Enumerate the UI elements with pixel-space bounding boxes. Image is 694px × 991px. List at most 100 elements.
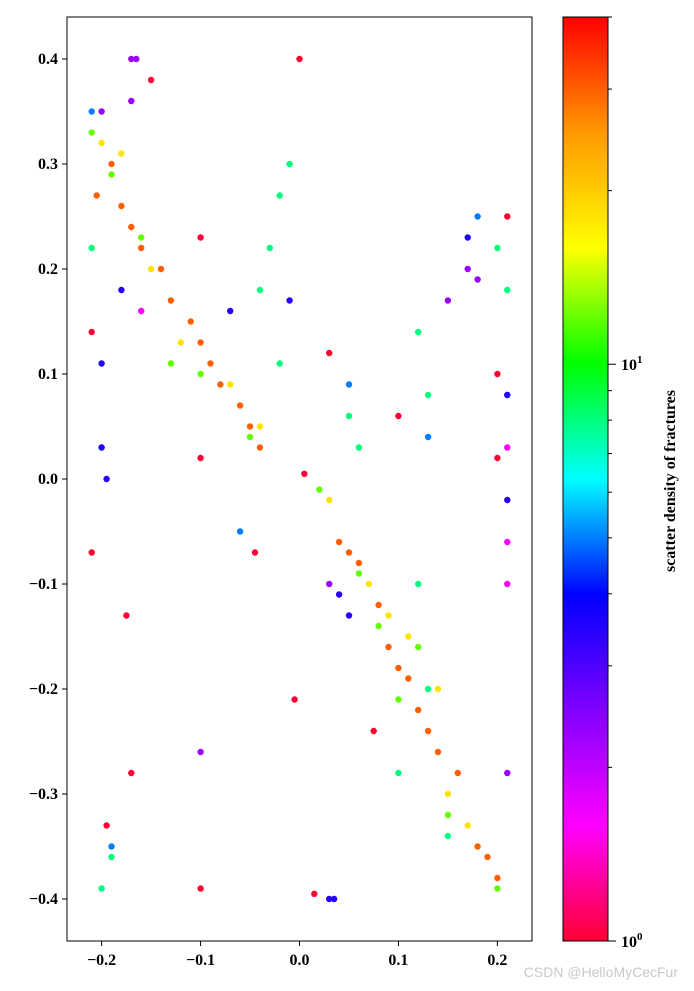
scatter-point [108,160,115,168]
scatter-point [504,496,511,504]
scatter-point [133,55,140,63]
scatter-point [395,696,402,703]
scatter-point [370,727,377,735]
scatter-point [494,874,501,882]
scatter-point [147,76,155,84]
scatter-point [217,381,224,388]
scatter-point [197,748,204,756]
scatter-point [474,276,481,283]
scatter-point [291,696,298,703]
scatter-point [88,549,95,556]
scatter-point [118,150,125,157]
scatter-point [395,769,402,777]
scatter-point [415,328,422,336]
scatter-point [286,297,293,304]
scatter-point [276,192,283,199]
scatter-point [118,286,125,294]
scatter-point [147,265,155,273]
scatter-point [88,108,95,115]
scatter-point [326,580,333,588]
y-tick-label: −0.2 [29,681,58,698]
scatter-point [424,727,432,735]
scatter-point [227,307,234,315]
y-tick-label: 0.0 [38,471,58,488]
scatter-point [311,890,318,897]
scatter-point [256,444,264,451]
scatter-point [167,297,175,304]
y-tick-label: −0.4 [29,891,58,908]
scatter-point [415,643,422,651]
plot-area [67,17,532,941]
scatter-point [98,139,105,147]
scatter-point [197,370,204,378]
y-tick-label: 0.3 [38,156,58,173]
scatter-point [88,129,95,136]
colorbar-bar [562,16,609,942]
scatter-point [197,454,204,462]
scatter-point [444,790,452,798]
scatter-point [301,470,308,477]
scatter-point [118,202,125,210]
y-tick-label: −0.3 [29,786,58,803]
scatter-point [227,381,234,388]
scatter-point [474,843,481,850]
scatter-point [207,360,214,367]
scatter-point [177,339,184,346]
scatter-point [197,339,204,346]
scatter-point [128,223,135,231]
scatter-point [504,213,511,220]
colorbar: 100 101 scatter density of fractures [562,16,679,951]
x-tick-label: 0.1 [388,952,408,969]
scatter-point [385,612,392,619]
x-tick-label: 0.0 [290,952,310,969]
colorbar-tick-label: 100 [621,931,643,951]
scatter-point [103,475,110,483]
scatter-point [464,822,471,829]
scatter-point [256,286,264,294]
scatter-point [128,55,135,63]
scatter-point [454,769,461,777]
scatter-point [345,412,353,420]
scatter-point [123,612,130,619]
y-tick-label: 0.1 [38,366,58,383]
scatter-point [236,528,244,535]
scatter-point [276,360,283,367]
scatter-point [395,412,402,420]
colorbar-label: scatter density of fractures [662,390,679,572]
y-tick-label: −0.1 [29,576,58,593]
scatter-points [88,55,511,903]
scatter-point [415,706,422,714]
scatter-point [98,108,105,115]
scatter-point [355,570,363,577]
scatter-point [335,591,343,598]
colorbar-ticks: 100 101 [608,16,643,951]
x-tick-label: −0.1 [186,952,215,969]
scatter-point [395,664,402,672]
scatter-point [434,748,442,756]
scatter-point [138,244,145,252]
scatter-point [335,538,343,546]
scatter-point [345,612,353,619]
scatter-point [138,234,145,241]
x-tick-label: −0.2 [87,952,116,969]
scatter-point [444,297,452,304]
scatter-point [405,675,412,682]
y-tick-label: 0.4 [38,51,58,68]
scatter-point [424,433,432,441]
scatter-point [296,55,303,63]
scatter-point [464,234,471,241]
scatter-point [286,160,293,168]
scatter-point [246,433,254,441]
scatter-point [444,832,452,840]
scatter-point [157,265,165,273]
scatter-point [444,811,452,819]
y-tick-label: 0.2 [38,261,58,278]
scatter-point [345,549,353,556]
scatter-point [355,559,363,567]
scatter-point [326,895,333,903]
scatter-point [138,307,145,315]
scatter-point [494,885,501,892]
scatter-point [504,580,511,588]
scatter-point [415,580,422,588]
scatter-point [504,769,511,777]
